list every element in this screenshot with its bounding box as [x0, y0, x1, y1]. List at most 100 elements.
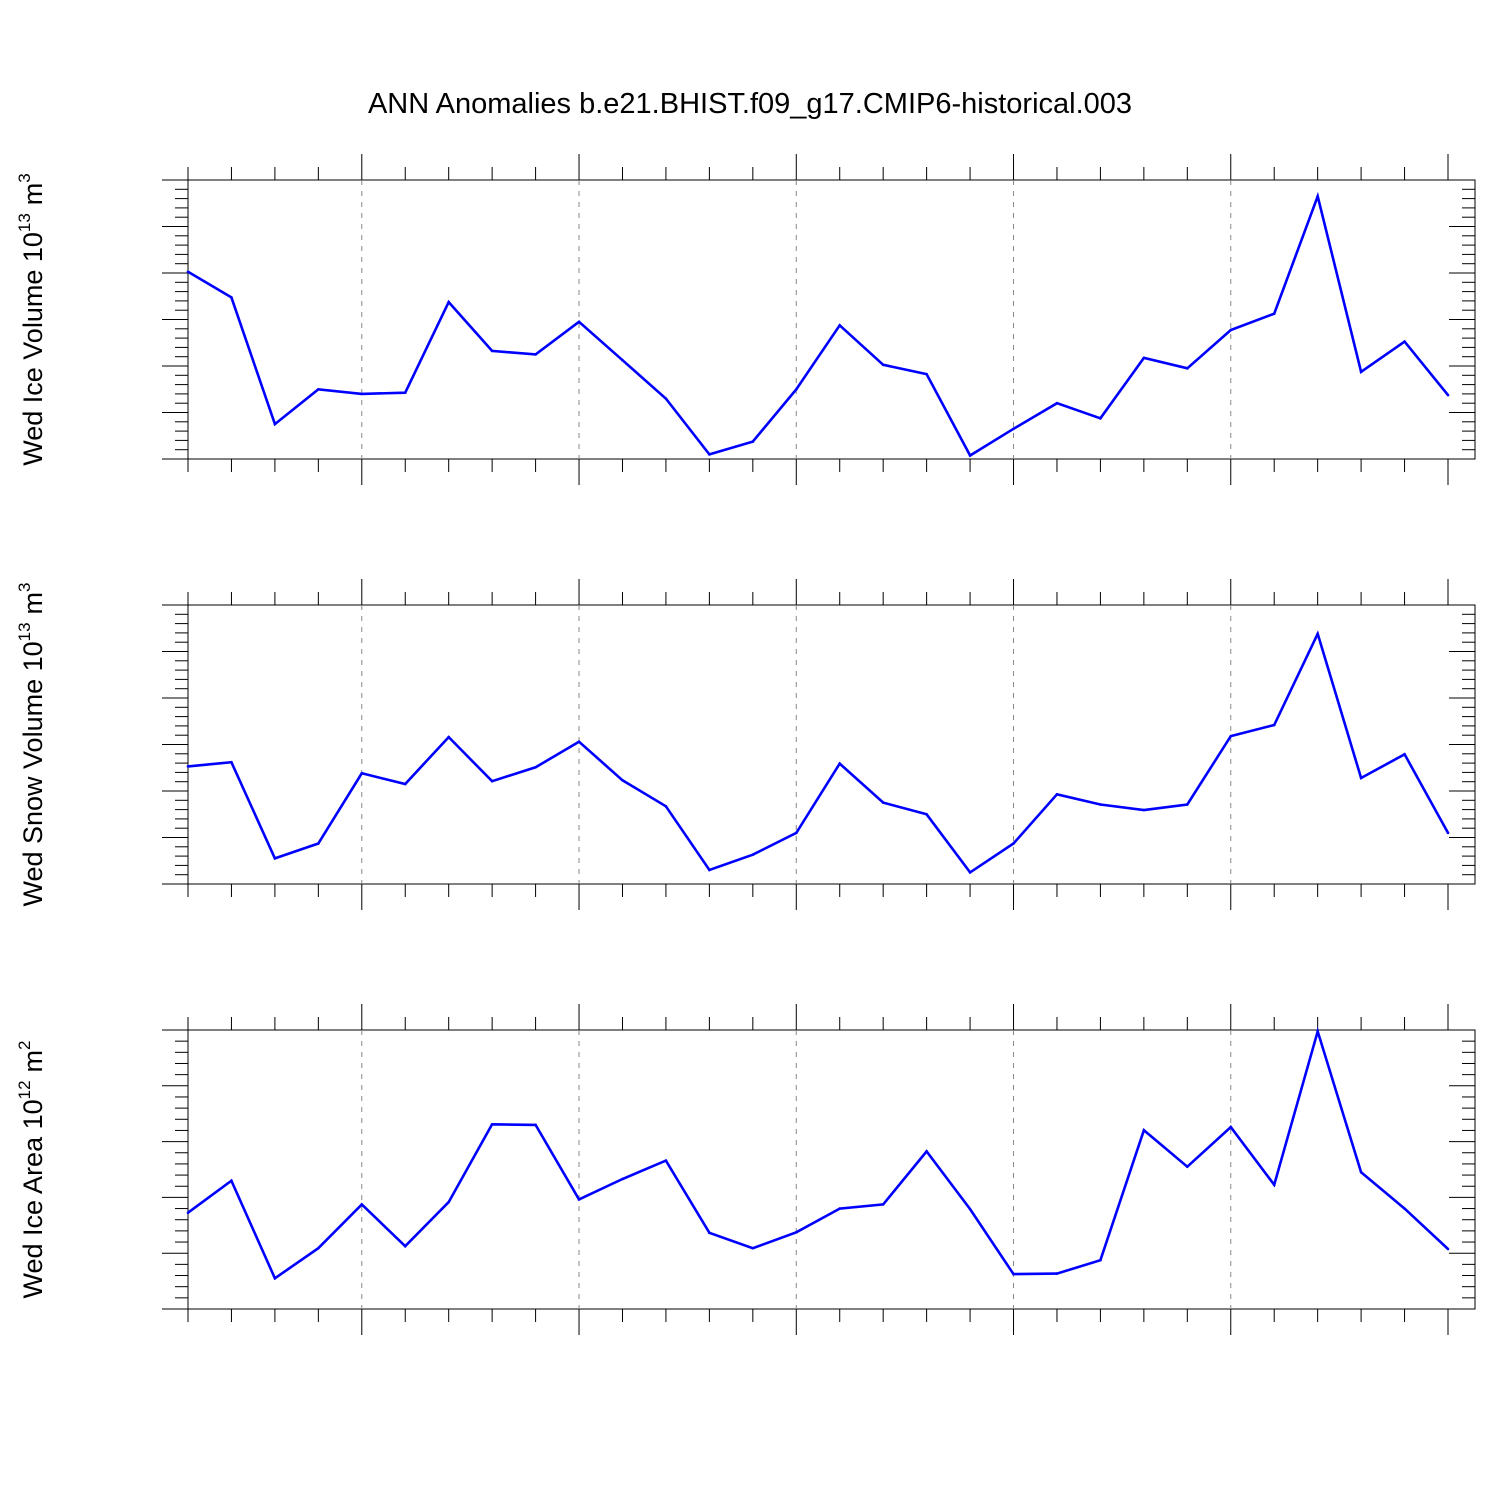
chart-1-data-point — [925, 372, 928, 376]
chart-2-data-point — [403, 782, 407, 786]
chart-2-data-point — [230, 760, 233, 764]
chart-3-y-axis-label-ylabel: Wed Ice Area 10 — [18, 1099, 48, 1298]
chart-1-data-point — [360, 392, 364, 396]
chart-3-data-point — [1012, 1272, 1015, 1276]
chart-2-data-point — [1446, 831, 1450, 835]
chart-2-data-point — [881, 801, 885, 804]
chart-3-data-point — [1446, 1247, 1450, 1251]
chart-3-data-point — [1142, 1128, 1146, 1132]
chart-2-data-point — [1012, 842, 1015, 845]
chart-1-data-point — [881, 363, 885, 367]
chart-1-data-point — [1272, 312, 1276, 315]
chart-1-data-point — [490, 349, 494, 353]
chart-1-data-point — [230, 296, 233, 299]
chart-3-data-point — [794, 1230, 798, 1234]
chart-2-y-axis-label-ylabel-unit: m — [18, 592, 48, 615]
chart-1-data-point — [534, 353, 537, 356]
chart-1-y-axis-label-ylabel-unit-sup: 3 — [15, 173, 34, 182]
chart-1-data-point — [1142, 356, 1146, 360]
chart-1-series-line — [187, 191, 1450, 458]
chart-2-data-point — [1359, 776, 1363, 780]
chart-3-data-point — [360, 1203, 364, 1206]
chart-3-data-point — [447, 1200, 450, 1204]
chart-2-data-point — [1316, 632, 1319, 636]
chart-2-data-point — [708, 868, 711, 872]
chart-1-data-point — [1229, 328, 1233, 332]
chart-1-frame — [187, 179, 1476, 460]
chart-3-frame — [187, 1029, 1476, 1310]
chart-3-y-axis-label-ylabel-unit-sup: 2 — [15, 1040, 34, 1049]
chart-1-data-point — [1403, 340, 1406, 343]
chart-1-data-point — [447, 300, 450, 304]
chart-1-data-point — [1446, 393, 1450, 397]
chart-1-data-point — [1186, 367, 1189, 370]
chart-2-data-point — [1055, 792, 1059, 796]
chart-3-data-point — [1186, 1165, 1189, 1169]
chart-1-data-point — [751, 440, 755, 443]
chart-3-data-point — [925, 1150, 928, 1153]
chart-1-data-point — [1316, 194, 1319, 198]
chart-3-data-point — [186, 1211, 190, 1215]
chart-3-y-axis-label-ylabel-unit: m — [18, 1050, 48, 1073]
chart-1-y-axis-label-ylabel-unit: m — [18, 183, 48, 206]
chart-1-data-point — [794, 387, 798, 391]
chart-3-data-point — [577, 1198, 581, 1201]
chart-3-data-point — [1055, 1272, 1059, 1275]
chart-3-y-axis-label-ylabel-sup: 12 — [15, 1080, 34, 1099]
chart-1-data-point — [968, 454, 972, 457]
chart-2-data-point — [1229, 734, 1233, 738]
chart-1-data-point — [1359, 370, 1363, 374]
chart-1-data-point — [621, 358, 624, 362]
chart-2-data-point — [925, 812, 928, 816]
chart-2-frame — [187, 604, 1476, 885]
chart-2-y-axis-label-ylabel-unit-sup: 3 — [15, 582, 34, 591]
chart-1-y-axis-label-ylabel: Wed Ice Volume 10 — [18, 232, 48, 466]
chart-3-data-point — [1316, 1030, 1319, 1033]
chart-2-data-point — [1099, 803, 1102, 806]
chart-3-data-point — [881, 1203, 885, 1206]
chart-2-data-point — [1142, 808, 1146, 812]
chart-1-data-point — [1012, 427, 1015, 431]
chart-2-data-point — [664, 805, 668, 808]
chart-2-data-point — [968, 871, 972, 874]
chart-2-data-point — [1403, 752, 1406, 756]
chart-1-y-axis-label-ylabel-sup: 13 — [15, 213, 34, 232]
chart-2-data-point — [751, 853, 755, 857]
chart-2-data-point — [186, 765, 190, 768]
chart-2-y-axis-label: Wed Snow Volume 1013 m3 — [15, 582, 48, 906]
chart-2-data-point — [534, 765, 537, 769]
chart-3-data-point — [1272, 1183, 1276, 1187]
chart-3-data-point — [317, 1246, 320, 1250]
chart-1-data-point — [403, 391, 407, 395]
chart-2-data-point — [1272, 723, 1276, 727]
chart-2-data-point — [838, 762, 842, 765]
chart-2-data-point — [1186, 803, 1189, 806]
chart-3-data-point — [273, 1277, 277, 1280]
page-title: ANN Anomalies b.e21.BHIST.f09_g17.CMIP6-… — [367, 88, 1133, 120]
chart-1-data-point — [273, 422, 277, 426]
chart-2-data-point — [273, 857, 277, 860]
chart-3-data-point — [1229, 1125, 1233, 1129]
chart-3-series-line — [187, 1026, 1449, 1281]
chart-2-series-line — [187, 630, 1450, 875]
chart-2-y-axis-label-ylabel-sup: 13 — [15, 622, 34, 641]
chart-3-data-point — [621, 1177, 624, 1181]
chart-1-data-point — [317, 387, 320, 391]
chart-2-data-point — [447, 735, 450, 739]
chart-2-data-point — [577, 740, 581, 744]
chart-3-data-point — [490, 1123, 494, 1126]
chart-3-data-point — [1099, 1258, 1102, 1262]
chart-2-y-axis-label-ylabel: Wed Snow Volume 10 — [18, 641, 48, 906]
chart-3-data-point — [1359, 1170, 1363, 1174]
chart-3-data-point — [708, 1231, 711, 1235]
chart-2-data-point — [490, 779, 494, 783]
chart-1-data-point — [186, 270, 190, 274]
chart-3-data-point — [230, 1179, 233, 1182]
chart-2-data-point — [317, 842, 320, 845]
chart-2-data-point — [794, 831, 798, 835]
chart-3-data-point — [751, 1246, 755, 1250]
chart-1-data-point — [664, 397, 668, 400]
chart-3-data-point — [403, 1244, 407, 1248]
chart-3-data-point — [838, 1207, 842, 1210]
